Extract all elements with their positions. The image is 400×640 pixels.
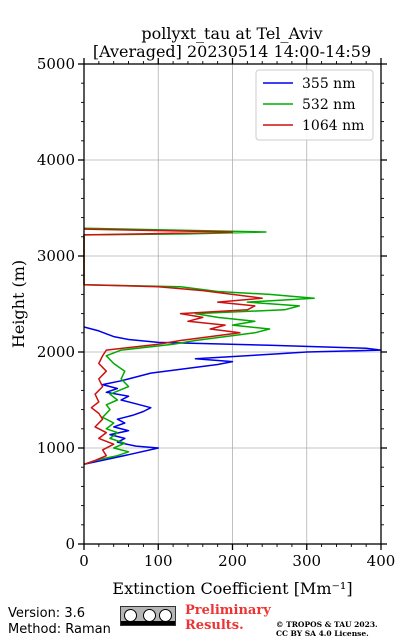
y-tick-label: 1000 — [37, 439, 75, 457]
cc-logo-bar — [121, 621, 175, 625]
chart-title-line-2: [Averaged] 20230514 14:00-14:59 — [93, 42, 371, 61]
legend: 355 nm 532 nm 1064 nm — [255, 69, 374, 141]
legend-box — [255, 69, 374, 141]
series-layer — [83, 227, 382, 466]
copyright-line-2: CC BY SA 4.0 License. — [276, 629, 369, 638]
version-info: Version: 3.6 Method: Raman — [8, 606, 111, 638]
x-tick-label: 400 — [367, 552, 396, 570]
legend-label-2: 532 nm — [302, 97, 355, 113]
copyright-line-1: © TROPOS & TAU 2023. — [276, 620, 378, 629]
x-tick-labels: 0 100 200 300 400 — [79, 552, 395, 570]
chart-title: pollyxt_tau at Tel_Aviv[Averaged] 202305… — [93, 24, 371, 61]
y-tick-label: 4000 — [37, 151, 75, 169]
version-text: Version: 3.6 — [8, 606, 85, 621]
y-tick-label: 5000 — [37, 55, 75, 73]
x-tick-label: 200 — [218, 552, 247, 570]
series-line-1 — [83, 326, 382, 466]
y-tick-labels: 0 1000 2000 3000 4000 5000 — [37, 55, 75, 553]
y-tick-label: 3000 — [37, 247, 75, 265]
x-axis-label: Extinction Coefficient [Mm⁻¹] — [112, 579, 352, 598]
y-tick-label: 2000 — [37, 343, 75, 361]
chart-title-line-1: pollyxt_tau at Tel_Aviv — [141, 24, 322, 43]
x-tick-label: 300 — [292, 552, 321, 570]
preliminary-line-1: Preliminary — [185, 603, 271, 618]
method-text: Method: Raman — [8, 622, 111, 637]
series-line-2 — [83, 227, 315, 466]
axis-ticks — [78, 58, 387, 550]
y-axis-label: Height (m) — [9, 260, 28, 348]
legend-label-3: 1064 nm — [302, 118, 364, 134]
preliminary-line-2: Results. — [185, 618, 244, 633]
legend-label-1: 355 nm — [302, 76, 355, 92]
preliminary-note: Preliminary Results. — [185, 603, 271, 633]
copyright-note: © TROPOS & TAU 2023. CC BY SA 4.0 Licens… — [276, 620, 378, 638]
x-tick-label: 100 — [144, 552, 173, 570]
series-line-3 — [83, 228, 263, 466]
y-tick-label: 0 — [65, 535, 75, 553]
x-tick-label: 0 — [79, 552, 89, 570]
cc-license-logo — [120, 606, 176, 626]
